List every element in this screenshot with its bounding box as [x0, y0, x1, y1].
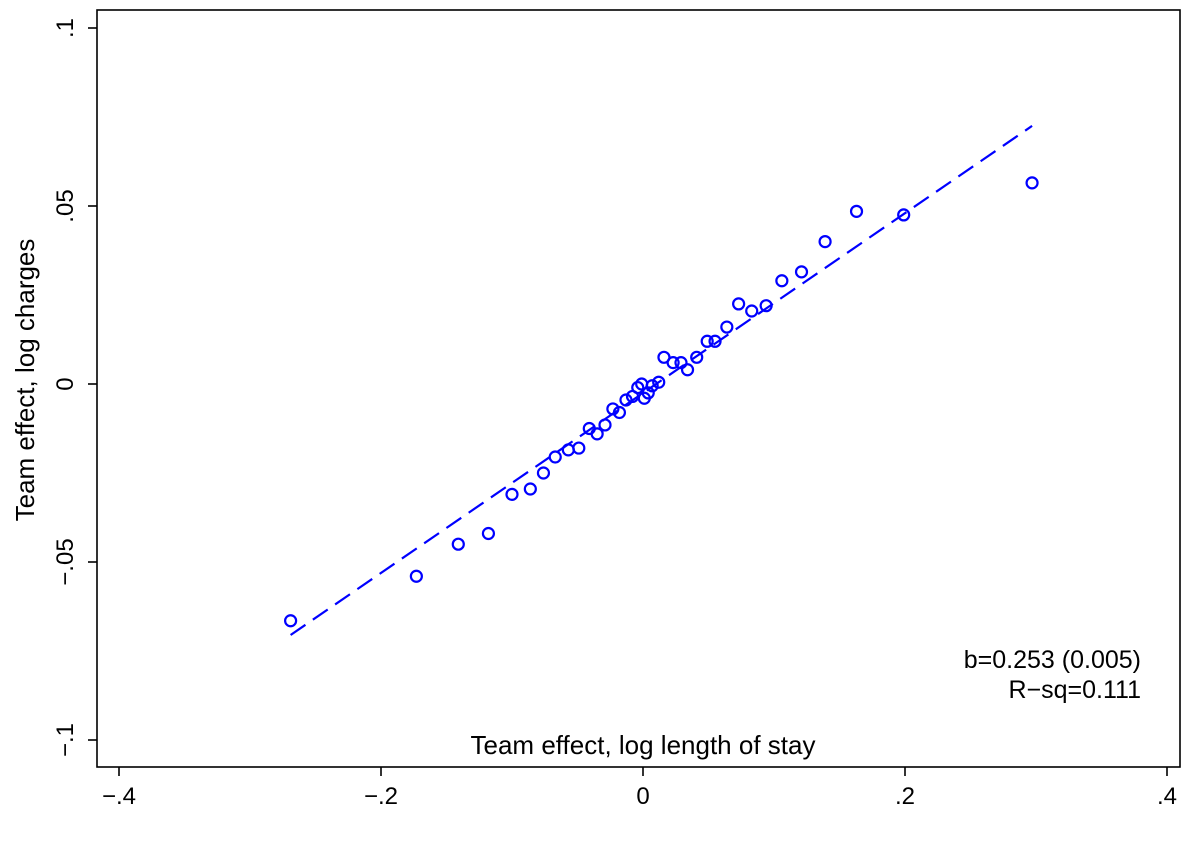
scatter-points	[284, 176, 1039, 628]
scatter-point	[732, 297, 746, 311]
scatter-point	[666, 356, 680, 370]
annotation-rsq: R−sq=0.111	[1008, 676, 1141, 704]
scatter-point	[505, 487, 519, 501]
scatter-point	[572, 441, 586, 455]
scatter-point	[548, 450, 562, 464]
y-tick-label: −.1	[52, 723, 79, 757]
scatter-point	[700, 334, 714, 348]
scatter-point	[745, 304, 759, 318]
scatter-point	[641, 386, 655, 400]
scatter-point	[619, 393, 633, 407]
scatter-point	[536, 466, 551, 480]
scatter-point	[775, 274, 789, 288]
scatter-point	[590, 427, 604, 441]
scatter-point	[794, 265, 809, 279]
y-tick-label: −.05	[52, 538, 79, 585]
x-axis-ticks: −.4 −.2 0 .2 .4	[102, 767, 1177, 810]
plot-frame	[96, 9, 1181, 768]
y-axis-title: Team effect, log charges	[10, 239, 40, 522]
scatter-point	[690, 350, 704, 364]
scatter-point	[680, 363, 695, 377]
scatter-point	[631, 380, 645, 395]
scatter-point	[818, 235, 832, 249]
y-tick-label: .05	[52, 189, 79, 222]
x-tick-label: .4	[1157, 783, 1177, 810]
y-tick-label: 0	[52, 377, 79, 390]
scatter-point	[849, 204, 864, 218]
scatter-point	[652, 375, 666, 389]
fit-line-layer	[289, 124, 1033, 636]
annotation-slope: b=0.253 (0.005)	[964, 646, 1141, 674]
scatter-point	[606, 402, 620, 416]
scatter-point	[674, 356, 688, 370]
x-axis-title: Team effect, log length of stay	[471, 730, 816, 760]
scatter-point	[284, 614, 298, 628]
fit-line	[289, 124, 1033, 636]
x-tick-label: −.4	[102, 783, 136, 810]
scatter-point	[645, 379, 659, 393]
x-tick-label: .2	[895, 783, 915, 810]
scatter-point	[561, 443, 575, 457]
x-tick-label: −.2	[364, 783, 398, 810]
scatter-point	[720, 320, 734, 334]
y-axis-ticks: −.1 −.05 0 .05 .1	[52, 18, 97, 757]
scatter-point	[481, 526, 496, 541]
scatter-point	[598, 418, 612, 432]
scatter-point	[708, 334, 722, 348]
scatter-point	[759, 299, 773, 313]
scatter-point	[612, 405, 627, 420]
scatter-point	[451, 537, 465, 551]
scatter-point	[409, 569, 423, 583]
y-tick-label: .1	[52, 18, 79, 38]
x-tick-label: 0	[636, 783, 649, 810]
scatter-point	[897, 208, 911, 222]
scatter-point	[1025, 176, 1039, 190]
scatter-point	[523, 482, 537, 496]
